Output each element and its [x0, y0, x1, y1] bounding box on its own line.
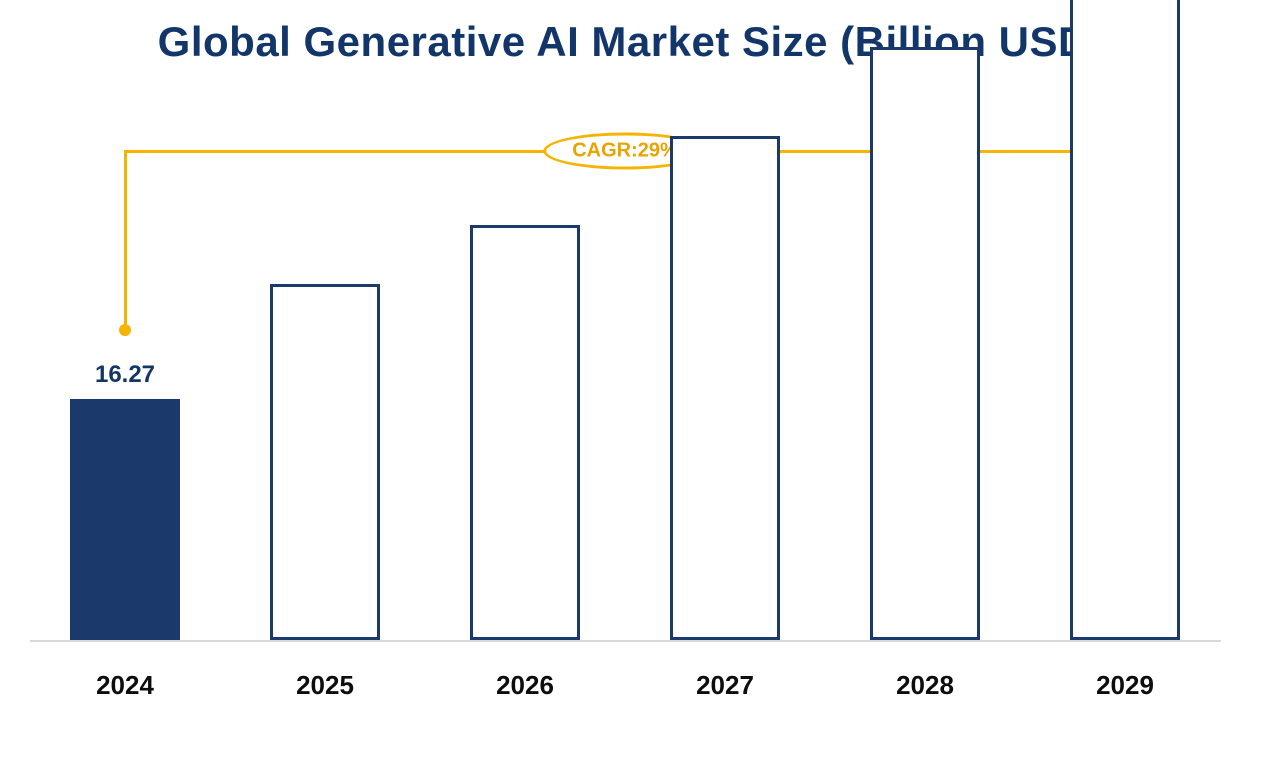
category-label-2025: 2025: [296, 670, 354, 701]
cagr-dot-left: [119, 324, 131, 336]
category-label-2028: 2028: [896, 670, 954, 701]
bar-2028: [870, 47, 980, 640]
chart-baseline: [30, 640, 1221, 642]
bar-2029: [1070, 0, 1180, 640]
category-label-2027: 2027: [696, 670, 754, 701]
cagr-label: CAGR:29%: [572, 140, 678, 162]
bar-2027: [670, 136, 780, 640]
category-label-2026: 2026: [496, 670, 554, 701]
cagr-connector-vertical: [124, 150, 127, 330]
value-label-2024: 16.27: [95, 361, 155, 389]
bar-2026: [470, 225, 580, 640]
category-label-2029: 2029: [1096, 670, 1154, 701]
bar-2025: [270, 284, 380, 640]
bar-2024: [70, 399, 180, 640]
category-label-2024: 2024: [96, 670, 154, 701]
chart-area: CAGR:29% 2024 2025 2026 2027 2028 2029 16.27: [30, 130, 1221, 723]
